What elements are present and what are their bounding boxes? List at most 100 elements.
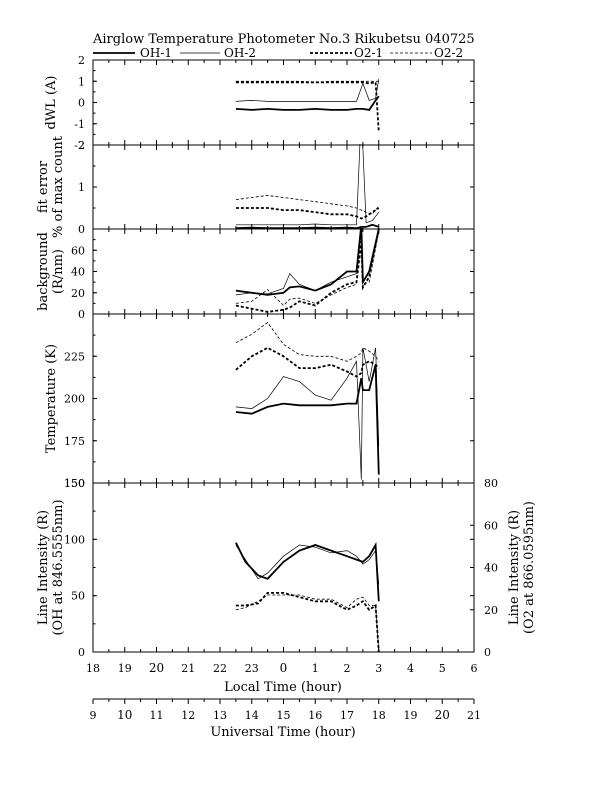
local-time-tick-label: 3 <box>375 662 382 675</box>
panel-frame-dwl <box>92 59 475 146</box>
local-time-tick-label: 2 <box>344 662 351 675</box>
y-tick-label: 150 <box>64 477 85 490</box>
legend-label-o2-2: O2-2 <box>434 46 463 60</box>
y-tick-label: 175 <box>64 435 85 448</box>
ut-tick-label: 18 <box>372 709 386 722</box>
ut-tick-label: 11 <box>150 709 164 722</box>
y-axis-label-background: (R/nm) <box>51 249 66 294</box>
panel-frame-line-intensity <box>92 482 475 653</box>
legend-label-oh-1: OH-1 <box>140 46 172 60</box>
y-tick-label: 100 <box>64 533 85 546</box>
local-time-tick-label: 18 <box>86 662 100 675</box>
local-time-tick-label: 19 <box>118 662 132 675</box>
local-time-tick-label: 23 <box>245 662 259 675</box>
series-oh-1-dwl <box>235 95 380 111</box>
y-tick-label: -2 <box>74 139 85 152</box>
series-o2-2-fit-error <box>235 194 380 215</box>
ut-tick-label: 10 <box>117 708 132 722</box>
series-oh-1-temperature <box>235 364 380 475</box>
y-axis-label-temperature: Temperature (K) <box>44 344 59 453</box>
y-tick-label: 200 <box>64 393 85 406</box>
panel-background: 60 40 20 0 background (R/nm) <box>36 228 475 321</box>
legend: OH-1 OH-2 O2-1 O2-2 <box>93 46 463 60</box>
local-time-tick-label: 1 <box>312 662 319 675</box>
series-o2-1-dwl <box>235 81 380 133</box>
y-right-tick-label: 0 <box>484 646 491 659</box>
local-time-tick-label: 4 <box>407 662 414 675</box>
ut-tick-label: 21 <box>467 709 481 722</box>
y-tick-label: 0 <box>78 223 85 236</box>
series-oh-2-temperature <box>235 347 380 480</box>
y-right-tick-label: 20 <box>484 604 498 617</box>
series-o2-2-dwl <box>235 80 379 83</box>
series-o2-1-line-intensity <box>235 592 380 653</box>
y-axis-label-background: background <box>36 232 51 311</box>
y-tick-label: 40 <box>71 266 85 279</box>
ut-tick-label: 14 <box>245 709 259 722</box>
y-right-tick-label: 60 <box>484 519 498 532</box>
ut-tick-label: 17 <box>340 709 354 722</box>
y-tick-label: 50 <box>71 590 85 603</box>
series-o2-1-temperature <box>235 346 380 378</box>
ut-tick-label: 15 <box>277 709 291 722</box>
time-axes: 18 19 20 21 22 23 0 1 2 3 4 5 69 10 11 12 13 14 15 16 17 18 19… <box>86 661 481 722</box>
y-tick-label: 60 <box>71 244 85 257</box>
local-time-axis-label: Local Time (hour) <box>224 680 342 695</box>
panel-frame-temperature <box>92 313 475 484</box>
y-tick-label: 0 <box>78 97 85 110</box>
y-tick-label: 150 <box>64 477 85 490</box>
ut-tick-label: 12 <box>181 709 195 722</box>
panel-temperature: 225 200 175 150 Temperature (K) <box>44 313 475 490</box>
local-time-tick-label: 20 <box>149 661 164 675</box>
y-axis-label-dwl: dWL (A) <box>44 76 59 130</box>
y-right-tick-label: 80 <box>484 477 498 490</box>
series-oh-1-background <box>235 228 380 296</box>
series-o2-1-background <box>235 228 380 313</box>
y-tick-label: -1 <box>74 118 85 131</box>
y-tick-label: 0 <box>78 308 85 321</box>
y-tick-label: 2 <box>78 139 85 152</box>
universal-time-axis-label: Universal Time (hour) <box>210 725 355 740</box>
y-tick-label: 225 <box>64 350 85 363</box>
y-right-tick-label: 40 <box>484 562 498 575</box>
series-o2-2-background <box>235 231 380 307</box>
y-tick-label: 0 <box>78 646 85 659</box>
ut-tick-label: 13 <box>213 709 227 722</box>
panel-frame-background <box>92 228 475 315</box>
legend-label-o2-1: O2-1 <box>354 46 383 60</box>
ut-tick-label: 9 <box>90 709 97 722</box>
y-right-axis-label: Line Intensity (R) <box>507 510 522 625</box>
plot-panels: 2 1 0 -1 -2 dWL (A) 2 1 0 fit error% of max count… <box>36 54 537 659</box>
panel-dwl: 2 1 0 -1 -2 dWL (A) <box>44 54 475 152</box>
y-axis-label-line-intensity: Line Intensity (R) <box>36 510 51 625</box>
local-time-tick-label: 22 <box>213 662 227 675</box>
y-tick-label: 1 <box>78 75 85 88</box>
y-right-axis-label: (O2 at 866.0595nm) <box>522 501 537 634</box>
local-time-tick-label: 21 <box>181 662 195 675</box>
local-time-tick-label: 6 <box>471 662 478 675</box>
series-o2-1-fit-error <box>235 207 380 220</box>
series-o2-2-temperature <box>235 321 380 362</box>
y-axis-label-fit-error: fit error <box>36 160 51 213</box>
panel-frame-fit-error <box>92 144 475 230</box>
series-oh-2-dwl <box>235 79 380 102</box>
series-oh-1-line-intensity <box>235 541 380 602</box>
local-time-tick-label: 0 <box>280 661 288 675</box>
series-oh-1-fit-error <box>235 223 380 230</box>
chart-title: Airglow Temperature Photometer No.3 Riku… <box>92 32 475 47</box>
series-oh-2-line-intensity <box>235 544 380 585</box>
y-tick-label: 1 <box>78 181 85 194</box>
ut-tick-label: 16 <box>308 709 322 722</box>
ut-tick-label: 20 <box>435 708 450 722</box>
legend-label-oh-2: OH-2 <box>224 46 256 60</box>
panel-fit-error: 2 1 0 fit error% of max count <box>36 135 475 238</box>
local-time-tick-label: 5 <box>439 662 446 675</box>
y-axis-label-line-intensity: (OH at 846.5555nm) <box>51 499 66 635</box>
y-axis-label-fit-error: % of max count <box>51 135 66 238</box>
y-tick-label: 2 <box>78 54 85 67</box>
ut-tick-label: 19 <box>404 709 418 722</box>
series-oh-2-fit-error <box>235 144 380 226</box>
series-o2-2-line-intensity <box>235 594 380 653</box>
y-tick-label: 20 <box>71 287 85 300</box>
